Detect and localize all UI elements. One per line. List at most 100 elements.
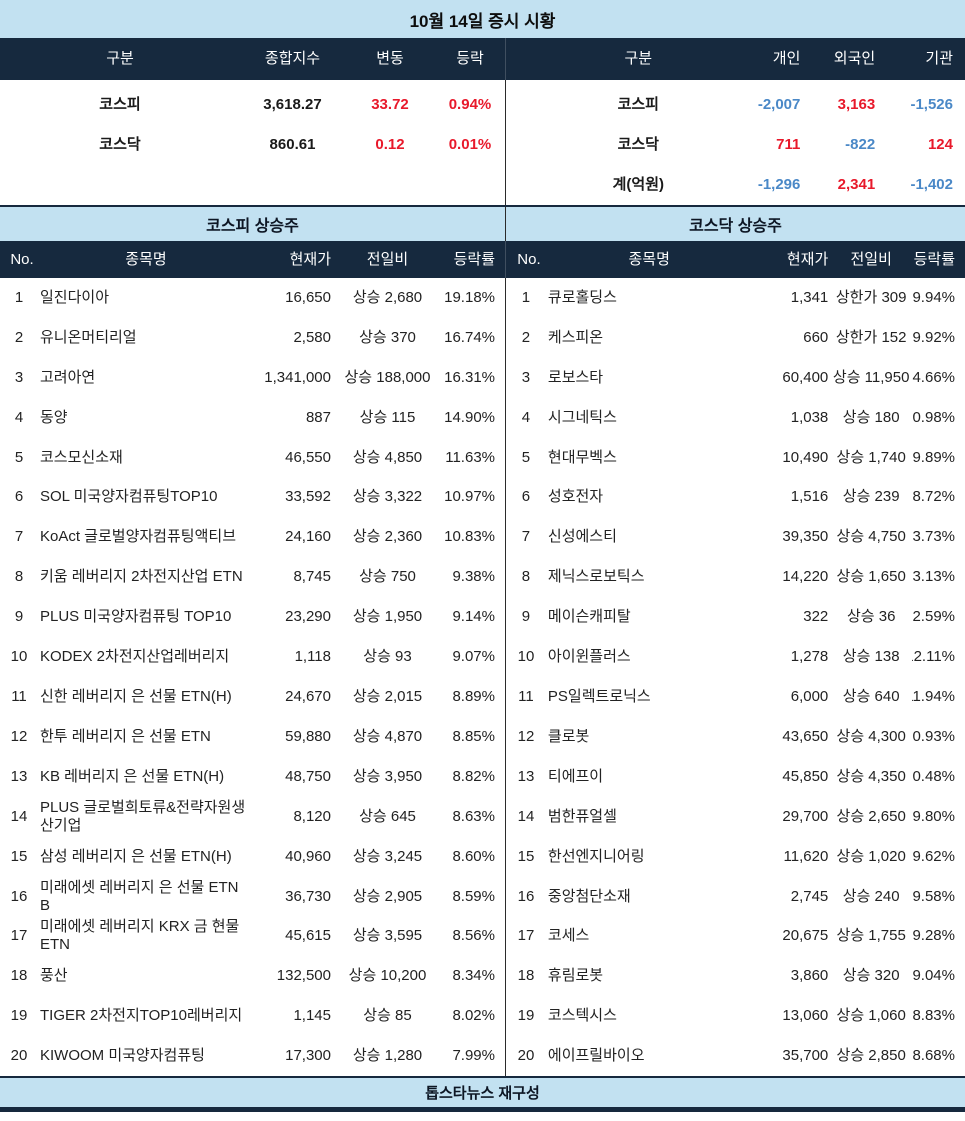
stock-rank: 12 [517, 727, 535, 745]
stock-row: 12 한투 레버리지 은 선물 ETN 59,880 상승 4,870 8.85% [0, 717, 505, 757]
stock-rate: 8.63% [452, 807, 495, 825]
stock-rank: 16 [517, 887, 535, 905]
stock-name: 성호전자 [547, 488, 604, 506]
stock-rate: 9.04% [912, 967, 955, 985]
market-label: 코스닥 [99, 136, 141, 153]
stock-price: 887 [305, 408, 331, 426]
kosdaq-col-header: 전일비 [850, 250, 892, 268]
stock-change: 상승 85 [363, 1007, 412, 1025]
index-rate: 0.01% [448, 136, 492, 153]
stock-change: 상승 645 [359, 807, 416, 825]
stock-price: 48,750 [285, 767, 331, 785]
stock-rate: 14.90% [444, 408, 495, 426]
stock-price: 24,160 [285, 528, 331, 546]
stock-rank: 8 [521, 568, 531, 586]
kospi-column-headers: No. 종목명 현재가 전일비 등락률 [0, 241, 505, 278]
market-label: 코스피 [99, 96, 141, 113]
stock-price: 322 [803, 608, 829, 626]
kosdaq-col-header: No. [517, 250, 541, 268]
stock-row: 20 KIWOOM 미국양자컴퓨팅 17,300 상승 1,280 7.99% [0, 1036, 505, 1076]
stock-name: 로보스타 [547, 368, 604, 386]
stock-row: 18 휴림로봇 3,860 상승 320 9.04% [506, 956, 965, 996]
stock-name: 클로봇 [547, 727, 590, 745]
stock-rank: 15 [10, 847, 28, 865]
stock-price: 8,120 [293, 807, 331, 825]
stock-price: 16,650 [285, 288, 331, 306]
stock-rate: 7.99% [452, 1047, 495, 1065]
stock-change: 상한가 152 [835, 328, 907, 346]
stock-row: 5 코스모신소재 46,550 상승 4,850 11.63% [0, 438, 505, 478]
stock-rank: 13 [517, 767, 535, 785]
stock-price: 1,516 [790, 488, 829, 506]
stock-change: 상승 180 [842, 408, 900, 426]
stock-price: 36,730 [285, 887, 331, 905]
stock-row: 17 미래에셋 레버리지 KRX 금 현물 ETN 45,615 상승 3,595 8.… [0, 917, 505, 957]
stock-rank: 18 [10, 967, 28, 985]
kospi-col-header: 현재가 [289, 250, 331, 268]
stock-rank: 19 [517, 1007, 535, 1025]
stock-change: 상승 1,020 [836, 847, 906, 865]
stock-change: 상승 2,360 [352, 528, 423, 546]
stock-rate: 13.73% [912, 528, 955, 546]
stock-name: 현대무벡스 [547, 448, 617, 466]
stock-name: 신한 레버리지 은 선물 ETN(H) [40, 688, 232, 706]
stock-rank: 17 [517, 927, 535, 945]
stock-rate: 10.97% [444, 488, 495, 506]
index-rate: 0.94% [448, 96, 492, 113]
stock-name: 동양 [40, 408, 68, 426]
stock-row: 18 풍산 132,500 상승 10,200 8.34% [0, 956, 505, 996]
stock-name: TIGER 2차전지TOP10레버리지 [40, 1007, 243, 1025]
stock-price: 10,490 [782, 448, 829, 466]
stock-row: 10 아이윈플러스 1,278 상승 138 12.11% [506, 637, 965, 677]
stock-rate: 29.94% [912, 288, 955, 306]
index-col-header: 변동 [376, 50, 404, 67]
stock-row: 7 신성에스티 39,350 상승 4,750 13.73% [506, 517, 965, 557]
investor-value: 3,163 [837, 96, 876, 113]
investor-value: 2,341 [837, 176, 876, 193]
stock-rank: 4 [14, 408, 24, 426]
index-change: 0.12 [375, 136, 405, 153]
stock-price: 2,745 [790, 887, 829, 905]
index-summary-header-row: 구분 종합지수 변동 등락 [0, 38, 505, 80]
stock-price: 8,745 [293, 568, 331, 586]
stock-rank: 3 [14, 368, 24, 386]
stock-rank: 20 [10, 1047, 28, 1065]
stock-name: 아이윈플러스 [547, 648, 631, 666]
stock-name: 범한퓨얼셀 [547, 807, 617, 825]
stock-change: 상승 2,680 [352, 288, 423, 306]
stock-row: 9 PLUS 미국양자컴퓨팅 TOP10 23,290 상승 1,950 9.14% [0, 597, 505, 637]
investor-row: 코스닥 711 -822 124 [506, 125, 965, 165]
kospi-gainers-table: 1 일진다이아 16,650 상승 2,680 19.18% 2 유니온머티리얼 2,580 상… [0, 278, 505, 1076]
stock-row: 4 동양 887 상승 115 14.90% [0, 398, 505, 438]
stock-change: 상승 1,280 [352, 1047, 423, 1065]
stock-change: 상승 4,350 [836, 767, 906, 785]
stock-name: 신성에스티 [547, 528, 617, 546]
investor-table-header-row: 구분 개인 외국인 기관 [506, 38, 965, 80]
stock-rate: 8.82% [452, 767, 495, 785]
stock-change: 상승 115 [359, 408, 416, 426]
stock-change: 상승 4,870 [352, 727, 423, 745]
stock-row: 19 코스텍시스 13,060 상승 1,060 8.83% [506, 996, 965, 1036]
stock-rank: 14 [10, 807, 28, 825]
stock-name: 에이프릴바이오 [547, 1047, 645, 1065]
investor-value: -1,296 [757, 176, 801, 193]
stock-rank: 16 [10, 887, 28, 905]
index-summary-table: 코스피 3,618.27 33.72 0.94% 코스닥 860.61 0.12 0.01% [0, 80, 505, 205]
kospi-gainers-title: 코스피 상승주 [0, 207, 505, 241]
stock-price: 14,220 [782, 568, 829, 586]
stock-row: 14 범한퓨얼셀 29,700 상승 2,650 9.80% [506, 797, 965, 837]
stock-rate: 9.58% [912, 887, 955, 905]
stock-rate: 8.02% [452, 1007, 495, 1025]
stock-name: 한선엔지니어링 [547, 847, 645, 865]
stock-rank: 2 [521, 328, 531, 346]
stock-rank: 17 [10, 927, 28, 945]
investor-label: 코스피 [617, 96, 659, 113]
stock-row: 11 신한 레버리지 은 선물 ETN(H) 24,670 상승 2,015 8.89% [0, 677, 505, 717]
stock-change: 상승 4,750 [836, 528, 906, 546]
stock-change: 상승 1,650 [836, 568, 906, 586]
stock-price: 24,670 [285, 688, 331, 706]
investor-value: 124 [927, 136, 953, 153]
stock-price: 132,500 [276, 967, 331, 985]
